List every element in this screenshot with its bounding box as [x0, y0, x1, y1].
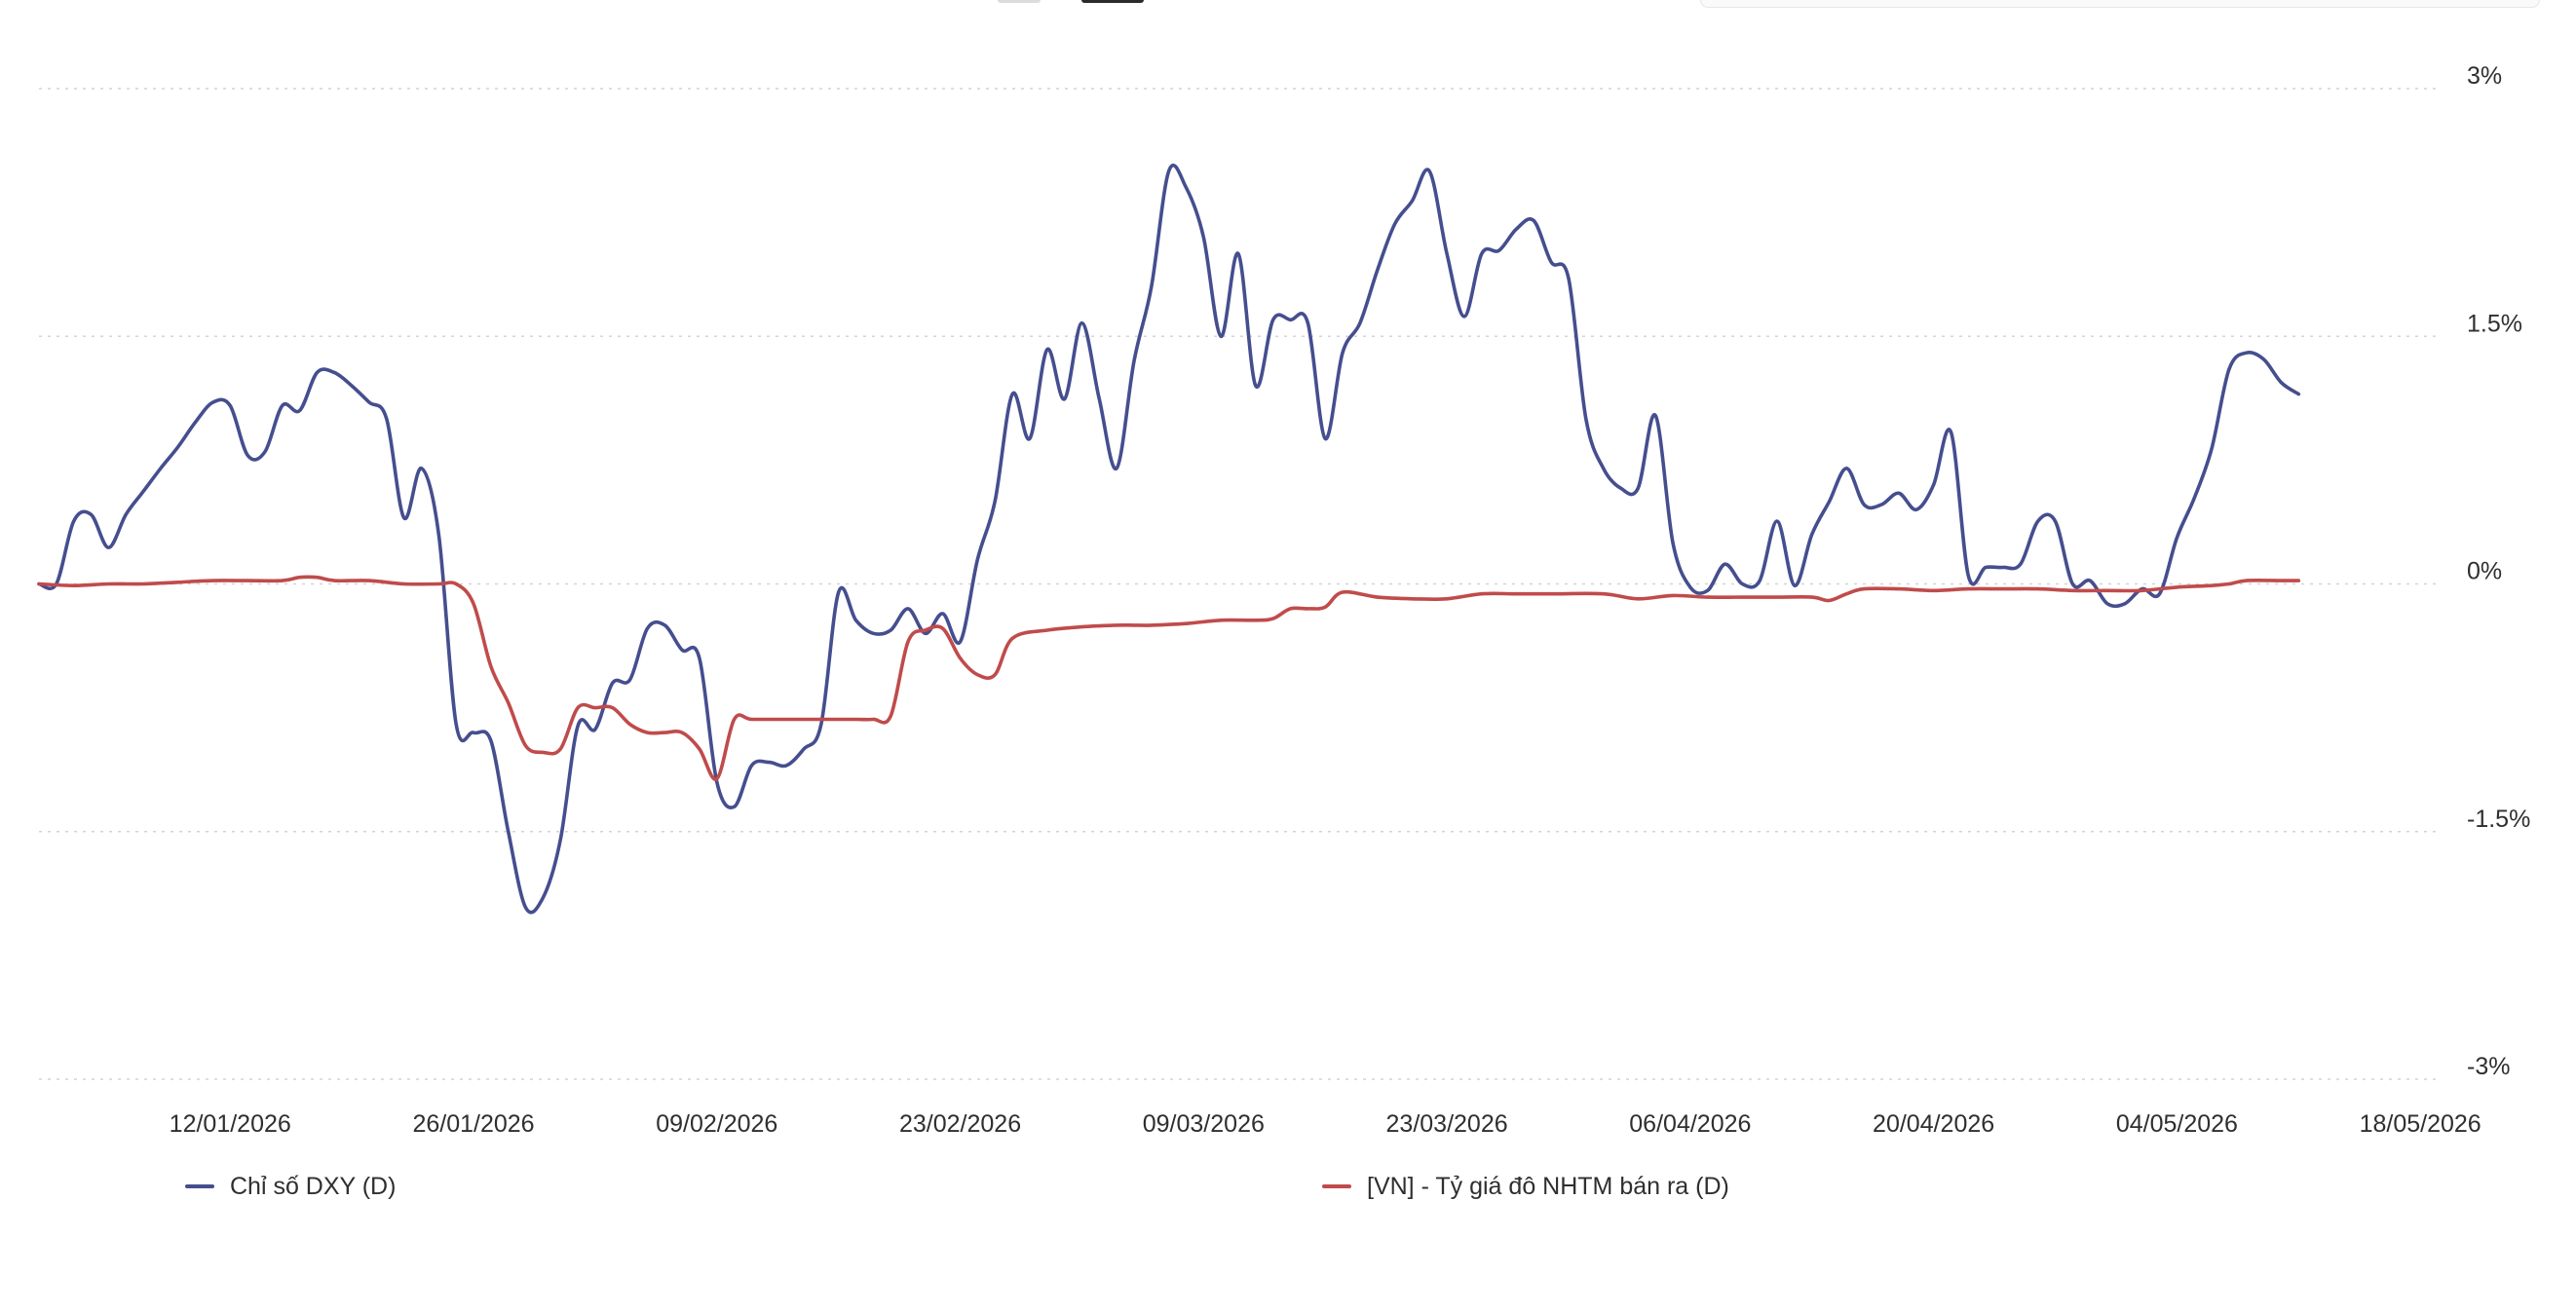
y-tick-label: -3%: [2467, 1053, 2510, 1080]
y-axis-labels: 3% 1.5% 0% -1.5% -3%: [2467, 62, 2530, 1080]
legend-label-dxy: Chỉ số DXY (D): [230, 1172, 397, 1200]
legend-swatch-dxy: [185, 1184, 214, 1188]
y-tick-label: 1.5%: [2467, 310, 2522, 337]
x-tick-label: 26/01/2026: [412, 1110, 534, 1138]
top-toolbar-edge: [0, 0, 2576, 12]
series-line-vn-fx[interactable]: [37, 575, 2301, 781]
x-tick-label: 18/05/2026: [2360, 1110, 2481, 1138]
y-tick-label: 0%: [2467, 558, 2502, 585]
x-tick-label: 09/03/2026: [1143, 1110, 1265, 1138]
legend-item-dxy[interactable]: Chỉ số DXY (D): [185, 1167, 396, 1206]
x-tick-label: 04/05/2026: [2116, 1110, 2238, 1138]
toolbar-tab-inactive[interactable]: [998, 0, 1041, 3]
x-tick-label: 12/01/2026: [170, 1110, 291, 1138]
x-axis-labels: 12/01/2026 26/01/2026 09/02/2026 23/02/2026…: [170, 1110, 2481, 1138]
legend-label-vn-fx: [VN] - Tỷ giá đô NHTM bán ra (D): [1367, 1172, 1729, 1200]
x-tick-label: 06/04/2026: [1629, 1110, 1751, 1138]
x-tick-label: 23/02/2026: [899, 1110, 1021, 1138]
x-tick-label: 09/02/2026: [656, 1110, 777, 1138]
y-tick-label: 3%: [2467, 62, 2502, 90]
x-tick-label: 20/04/2026: [1873, 1110, 1994, 1138]
series-line-dxy[interactable]: [37, 163, 2301, 915]
toolbar-tab-active[interactable]: [1081, 0, 1144, 3]
legend-item-vn-fx[interactable]: [VN] - Tỷ giá đô NHTM bán ra (D): [1322, 1167, 1729, 1206]
x-tick-label: 23/03/2026: [1386, 1110, 1508, 1138]
y-tick-label: -1.5%: [2467, 806, 2530, 833]
legend-swatch-vn-fx: [1322, 1184, 1351, 1188]
chart-legend: Chỉ số DXY (D) [VN] - Tỷ giá đô NHTM bán…: [0, 1167, 2576, 1206]
series-lines: [37, 163, 2301, 915]
